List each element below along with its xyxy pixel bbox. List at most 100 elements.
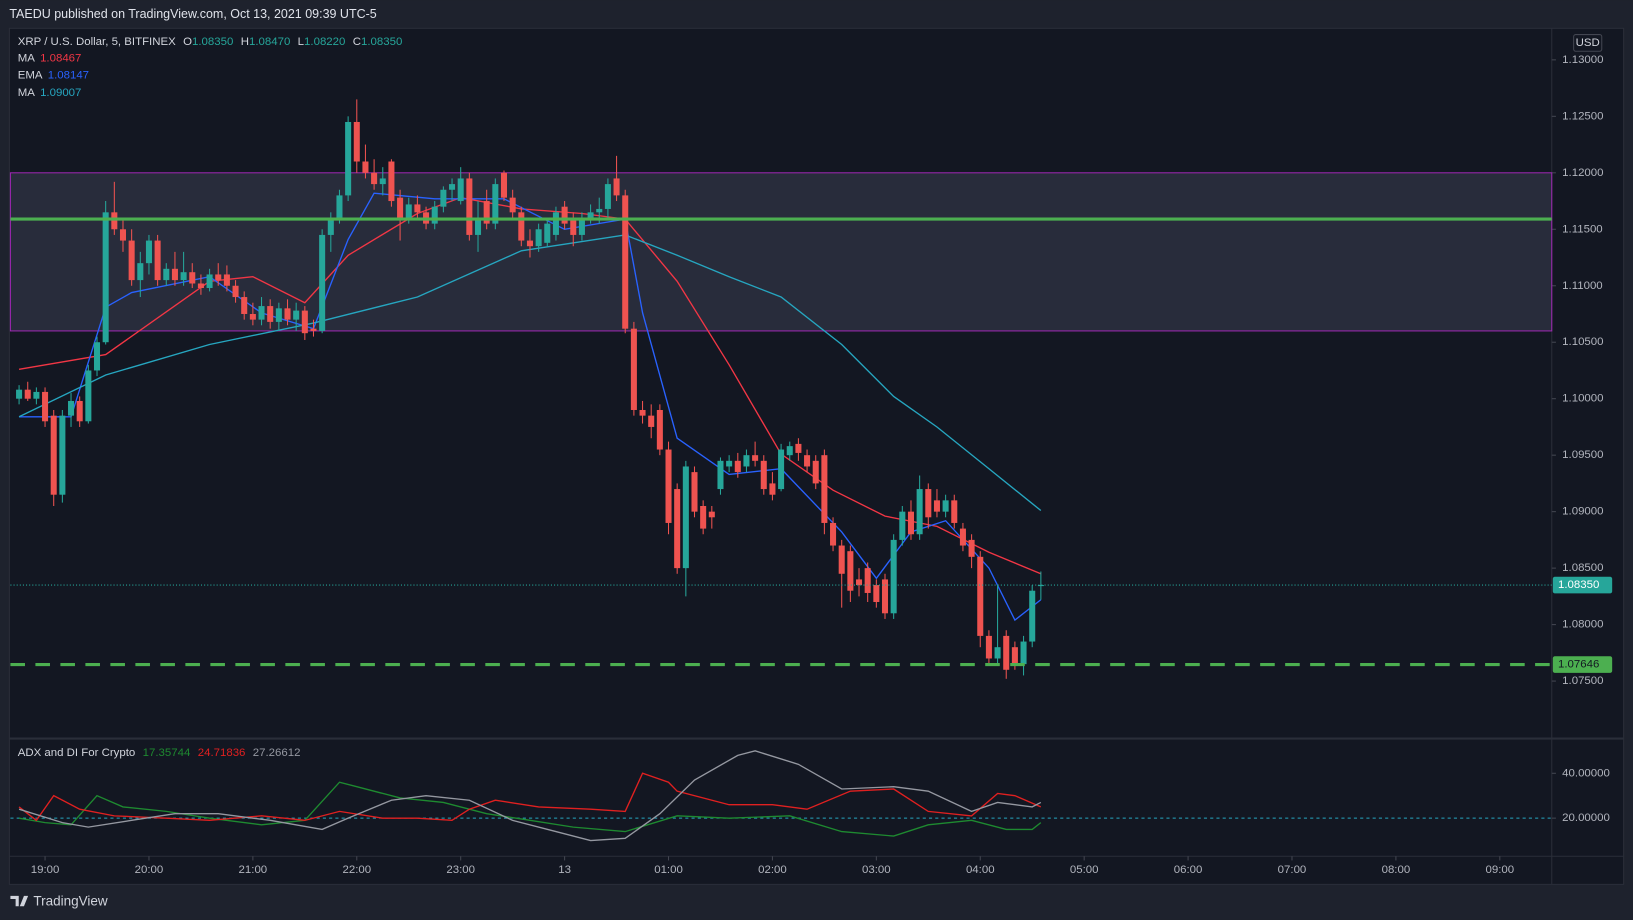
candle-body	[977, 556, 984, 636]
candle-body	[752, 455, 759, 461]
candle-body	[622, 195, 629, 329]
y-tick-label: 40.00000	[1562, 767, 1610, 779]
candle-body	[474, 217, 482, 235]
currency: USD	[1576, 37, 1600, 49]
x-tick-label: 05:00	[1070, 864, 1099, 876]
candle-body	[743, 455, 750, 467]
x-tick-label: 06:00	[1174, 864, 1203, 876]
candle-body	[171, 268, 178, 281]
candle-body	[544, 223, 551, 243]
candle-body	[42, 391, 49, 422]
x-tick-label: 01:00	[654, 864, 683, 876]
candle-body	[778, 449, 785, 490]
candle-body	[769, 483, 776, 495]
ohlc-key: L	[298, 36, 304, 48]
candle-body	[206, 274, 213, 289]
x-tick-label: 13	[558, 864, 571, 876]
ohlc-key: H	[241, 36, 249, 48]
candle-body	[847, 551, 854, 591]
ohlc-value: 1.08350	[361, 36, 402, 48]
candle-body	[1003, 635, 1010, 670]
candle-body	[864, 568, 871, 593]
candle-body	[526, 240, 533, 247]
symbol-legend: XRP / U.S. Dollar, 5, BITFINEX O1.08350 …	[18, 36, 403, 48]
candle-body	[648, 415, 655, 427]
y-tick-label: 1.11500	[1562, 223, 1603, 235]
candle-body	[16, 389, 23, 399]
candle-body	[604, 184, 611, 209]
candle-body	[812, 460, 819, 484]
x-tick-label: 02:00	[758, 864, 787, 876]
y-tick-label: 1.07500	[1562, 675, 1603, 687]
candle-body	[907, 511, 914, 535]
x-tick-label: 07:00	[1278, 864, 1307, 876]
candle-body	[760, 460, 767, 490]
candle-body	[232, 285, 239, 298]
candle-body	[449, 184, 456, 190]
candle-body	[440, 189, 447, 207]
candle-body	[197, 283, 204, 289]
y-tick-label: 1.08500	[1562, 562, 1603, 574]
candle-body	[189, 272, 196, 284]
candle-body	[682, 466, 689, 569]
candle-body	[111, 212, 118, 230]
candle-body	[942, 500, 949, 512]
ohlc-key: O	[183, 36, 192, 48]
tv-logo	[10, 895, 29, 907]
candle-body	[336, 195, 343, 218]
candle-body	[241, 297, 248, 314]
candle-body	[500, 172, 508, 198]
candle-body	[890, 539, 897, 614]
candle-body	[838, 545, 845, 574]
indicator-legend: ADX and DI For Crypto 17.35744 24.71836 …	[18, 747, 301, 759]
candle-body	[1020, 641, 1027, 665]
x-tick-label: 23:00	[446, 864, 475, 876]
overlay-legend: EMA 1.08147	[18, 70, 89, 82]
candle-body	[50, 415, 57, 495]
ohlc-value: 1.08220	[304, 36, 345, 48]
legend-value: 24.71836	[198, 747, 246, 759]
candle-body	[691, 472, 698, 512]
ohlc-value: 1.08470	[249, 36, 290, 48]
legend-value: 1.08467	[40, 53, 81, 65]
candle-body	[708, 511, 715, 518]
candle-body	[951, 500, 958, 523]
candle-body	[293, 310, 300, 320]
candle-body	[223, 274, 230, 286]
y-tick-label: 1.12500	[1562, 110, 1603, 122]
candle-body	[830, 522, 837, 546]
candle-body	[570, 217, 577, 235]
candle-body	[301, 310, 308, 334]
x-tick-label: 08:00	[1382, 864, 1411, 876]
zone	[9, 172, 1553, 332]
candle-body	[552, 212, 559, 235]
candle-body	[578, 217, 585, 235]
legend-value: 27.26612	[253, 747, 301, 759]
y-tick-label: 1.13000	[1562, 54, 1603, 66]
legend-value: 1.08147	[48, 70, 89, 82]
candle-body	[630, 328, 637, 410]
logo-icon	[10, 895, 29, 907]
candle-body	[68, 400, 75, 416]
candle-body	[985, 635, 992, 659]
candle-body	[414, 204, 421, 213]
candle-body	[925, 489, 932, 518]
candle-body	[492, 184, 499, 224]
x-tick-label: 22:00	[342, 864, 371, 876]
candle-body	[518, 212, 525, 241]
candle-body	[405, 204, 412, 218]
candle-body	[881, 579, 889, 614]
candle-body	[128, 240, 135, 281]
candle-body	[795, 443, 802, 453]
candle-body	[613, 178, 620, 196]
indicator-line	[18, 772, 1042, 822]
chart-frame	[8, 27, 1625, 885]
candle-body	[24, 389, 31, 399]
candle-body	[899, 511, 906, 540]
candle-body	[163, 268, 170, 281]
candle-body	[483, 201, 490, 224]
candle-body	[457, 178, 464, 202]
candle-body	[102, 212, 109, 343]
